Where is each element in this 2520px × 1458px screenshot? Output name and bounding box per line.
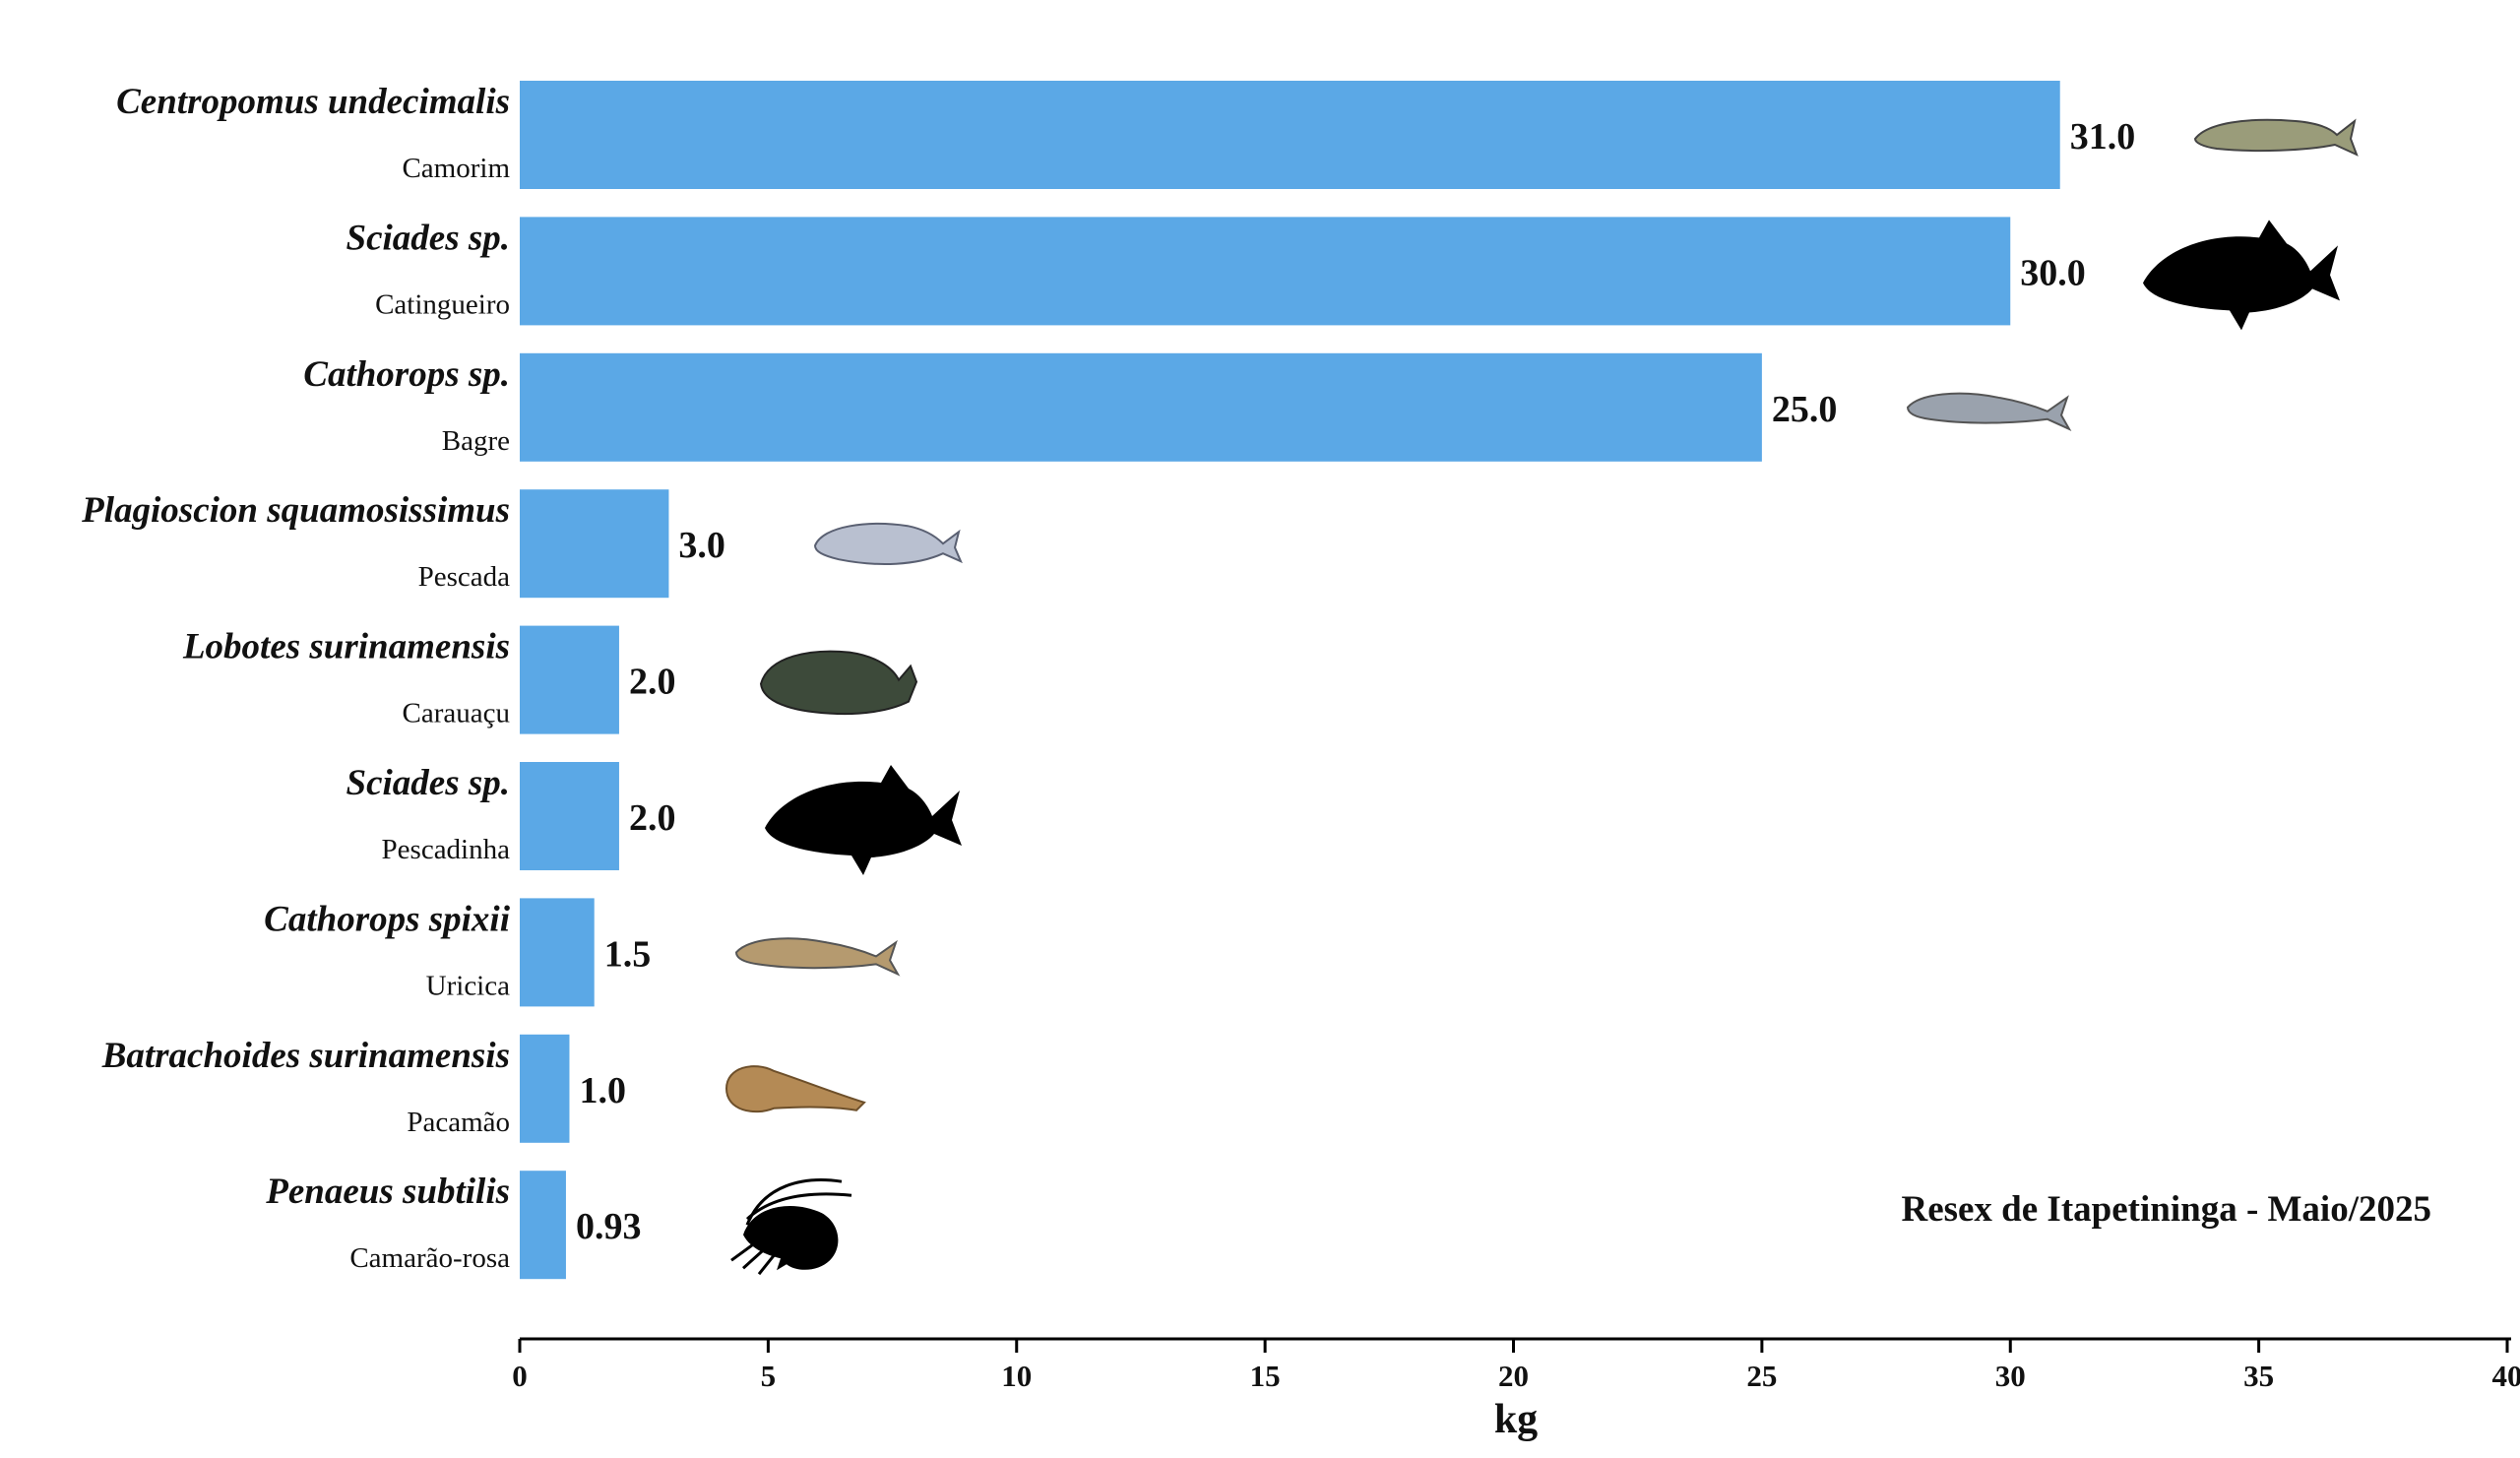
fish-silhouette-icon xyxy=(765,765,962,875)
catfish-icon xyxy=(734,937,901,977)
bar xyxy=(520,1171,566,1280)
category-common-name: Camorim xyxy=(402,153,510,184)
chart-annotation: Resex de Itapetininga - Maio/2025 xyxy=(1901,1189,2431,1230)
x-tick-label: 30 xyxy=(1995,1359,2026,1393)
bar xyxy=(520,489,669,599)
bar-value-label: 0.93 xyxy=(576,1206,642,1247)
toadfish-icon xyxy=(724,1065,866,1113)
category-common-name: Pescadinha xyxy=(382,834,511,865)
category-scientific-name: Cathorops sp. xyxy=(303,354,510,395)
x-axis: 0 5 10 15 20 25 30 35 40 xyxy=(512,1337,2520,1393)
bar xyxy=(520,625,619,734)
x-tick-label: 40 xyxy=(2492,1359,2520,1393)
bar-value-label: 31.0 xyxy=(2070,116,2136,158)
category-scientific-name: Centropomus undecimalis xyxy=(116,82,510,122)
bar xyxy=(520,217,2011,326)
category-scientific-name: Batrachoides surinamensis xyxy=(101,1036,510,1076)
category-scientific-name: Sciades sp. xyxy=(346,763,511,803)
category-common-name: Pacamão xyxy=(407,1107,510,1138)
shrimp-icon xyxy=(730,1178,852,1276)
bar-value-label: 30.0 xyxy=(2020,252,2086,293)
category-common-name: Carauaçu xyxy=(403,698,511,729)
category-labels-group: Centropomus undecimalis Camorim 31.0 Sciade… xyxy=(81,82,2135,1274)
x-tick-label: 0 xyxy=(512,1359,528,1393)
bar-value-label: 1.5 xyxy=(604,933,652,975)
bars-group xyxy=(520,81,2060,1280)
x-axis-label: kg xyxy=(1494,1397,1538,1442)
fish-silhouette-icon xyxy=(2143,220,2340,331)
bar xyxy=(520,352,1762,462)
category-common-name: Bagre xyxy=(442,425,510,457)
category-scientific-name: Plagioscion squamosissimus xyxy=(81,490,510,531)
x-tick-label: 20 xyxy=(1498,1359,1529,1393)
category-common-name: Pescada xyxy=(418,561,511,593)
bar-value-label: 3.0 xyxy=(678,525,725,566)
bar-value-label: 25.0 xyxy=(1772,389,1838,430)
category-common-name: Catingueiro xyxy=(375,288,510,320)
x-tick-label: 5 xyxy=(761,1359,777,1393)
catfish-icon xyxy=(1906,392,2072,431)
x-tick-label: 15 xyxy=(1250,1359,1281,1393)
bar-value-label: 2.0 xyxy=(629,662,676,703)
bar-value-label: 1.0 xyxy=(579,1070,626,1111)
category-scientific-name: Penaeus subtilis xyxy=(265,1172,510,1212)
category-common-name: Camarão-rosa xyxy=(349,1242,510,1274)
category-scientific-name: Sciades sp. xyxy=(346,218,511,258)
x-tick-label: 35 xyxy=(2243,1359,2274,1393)
x-tick-label: 10 xyxy=(1001,1359,1032,1393)
bar xyxy=(520,81,2060,189)
tripletail-fish-icon xyxy=(759,650,918,716)
x-tick-label: 25 xyxy=(1746,1359,1777,1393)
bar xyxy=(520,1034,570,1143)
bar xyxy=(520,762,619,870)
bar xyxy=(520,898,595,1007)
bar-value-label: 2.0 xyxy=(629,797,676,839)
category-common-name: Uricica xyxy=(426,970,510,1001)
category-scientific-name: Lobotes surinamensis xyxy=(182,627,510,667)
species-icons-group xyxy=(724,118,2359,1276)
snook-fish-icon xyxy=(2193,118,2359,157)
category-scientific-name: Cathorops spixii xyxy=(264,899,511,939)
croaker-fish-icon xyxy=(813,523,963,565)
